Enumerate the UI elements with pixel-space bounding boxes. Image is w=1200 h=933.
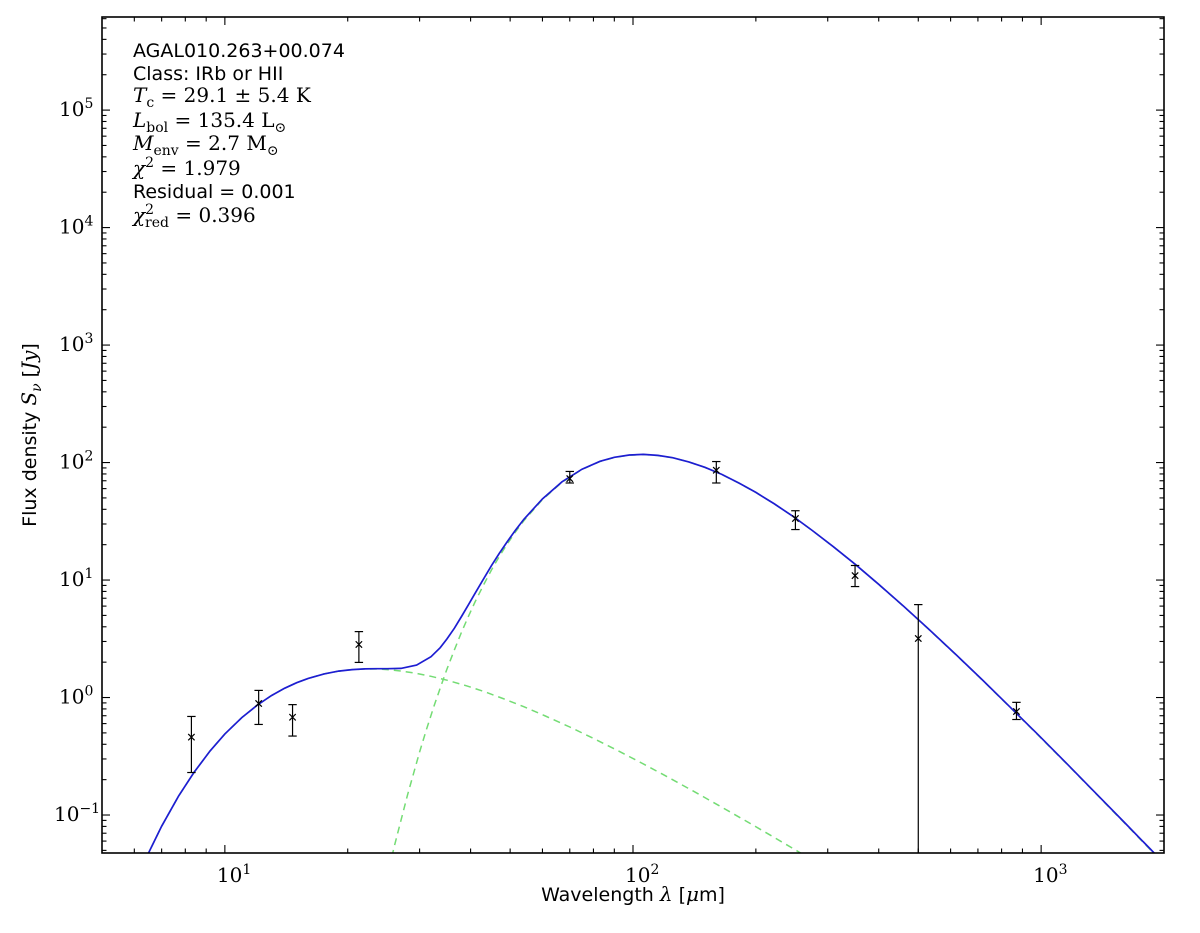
- x-tick-label: 102: [625, 862, 659, 887]
- data-point: [1012, 701, 1021, 721]
- curve-cold-component: [391, 453, 1155, 853]
- x-tick-label: 103: [1033, 862, 1067, 887]
- y-tick-label: 100: [59, 684, 93, 709]
- annotation-line-4: Lbol = 135.4 L⊙: [132, 108, 286, 136]
- data-point: [288, 704, 297, 737]
- y-axis-label: Flux density Sν [Jy]: [17, 343, 45, 527]
- data-points: [187, 460, 1021, 853]
- y-tick-label: 102: [59, 449, 93, 474]
- data-point: [914, 603, 923, 853]
- data-point: [712, 460, 721, 484]
- y-tick-label: 10−1: [54, 801, 100, 826]
- annotation-line-2: Class: IRb or HII: [133, 63, 283, 85]
- x-tick-label: 101: [217, 862, 251, 887]
- annotation-line-1: AGAL010.263+00.074: [133, 40, 345, 62]
- y-tick-label: 101: [59, 566, 93, 591]
- y-tick-label: 104: [59, 214, 93, 239]
- annotation-line-3: Tc = 29.1 ± 5.4 K: [133, 83, 312, 111]
- data-point: [354, 631, 364, 664]
- curve-total-fit: [147, 453, 1156, 853]
- axes-frame: [101, 16, 1165, 854]
- data-point: [254, 689, 263, 726]
- annotation-line-5: Menv = 2.7 M⊙: [132, 131, 279, 159]
- annotation-line-8: χ2 red = 0.396: [131, 202, 256, 231]
- y-tick-label: 103: [59, 331, 93, 356]
- data-point: [187, 715, 196, 774]
- curve-warm-component: [147, 668, 803, 853]
- annotation-line-7: Residual = 0.001: [133, 181, 296, 203]
- data-point: [850, 564, 860, 588]
- annotation-line-6: χ2 = 1.979: [131, 155, 241, 180]
- data-point: [791, 510, 800, 531]
- y-tick-label: 105: [59, 96, 93, 121]
- data-point: [565, 470, 574, 484]
- x-axis-label: Wavelength λ [μm]: [541, 882, 725, 906]
